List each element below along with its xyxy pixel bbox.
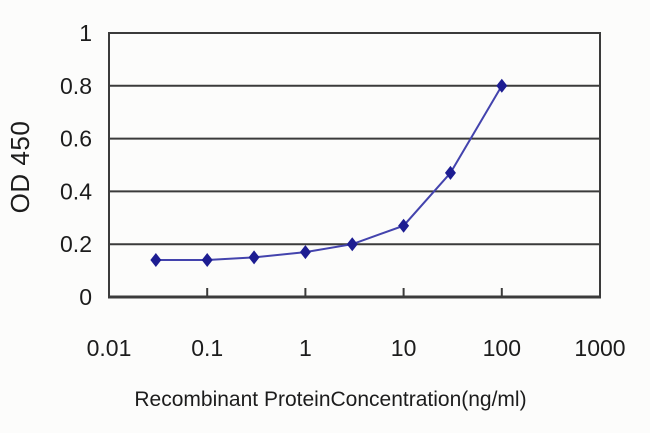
data-point-marker <box>496 78 508 93</box>
data-point-marker <box>444 165 456 180</box>
x-tick-label: 1000 <box>574 335 625 361</box>
y-tick-label: 0.6 <box>60 126 92 152</box>
plot-frame <box>108 32 601 298</box>
data-point-marker <box>150 253 162 268</box>
y-tick-label: 0.4 <box>60 178 92 204</box>
y-tick-label: 0.8 <box>60 73 92 99</box>
series-line <box>155 85 503 262</box>
data-point-marker <box>346 237 358 252</box>
x-tick-label: 10 <box>391 335 417 361</box>
y-tick-label: 1 <box>79 20 92 46</box>
data-point-marker <box>201 253 213 268</box>
x-tick-label: 1 <box>299 335 312 361</box>
x-tick-label: 0.1 <box>191 335 223 361</box>
x-tick-label: 100 <box>483 335 521 361</box>
data-point-marker <box>248 250 260 265</box>
x-tick-label: 0.01 <box>87 335 132 361</box>
data-point-marker <box>398 218 410 233</box>
x-axis-title: Recombinant ProteinConcentration(ng/ml) <box>134 388 527 411</box>
y-tick-label: 0 <box>79 284 92 310</box>
data-point-marker <box>299 245 311 260</box>
y-tick-label: 0.2 <box>60 231 92 257</box>
